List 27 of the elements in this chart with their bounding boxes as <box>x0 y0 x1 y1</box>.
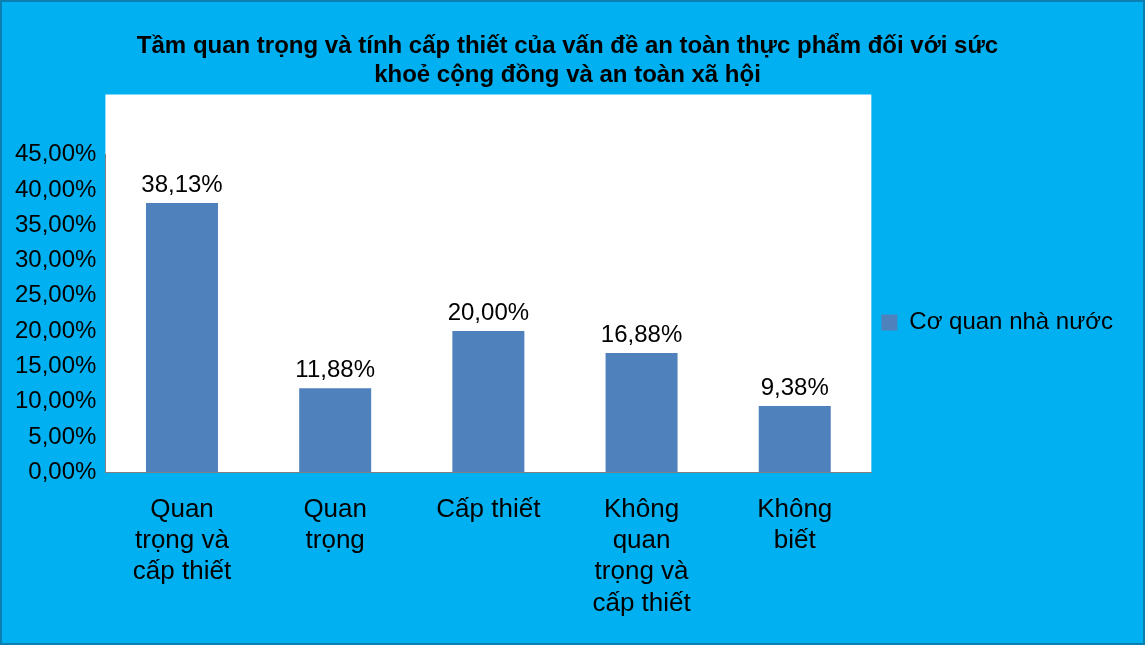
data-label: 9,38% <box>760 372 829 400</box>
x-tick-label: Quan trọng và cấp thiết <box>132 492 232 586</box>
bar <box>452 331 525 473</box>
data-label: 20,00% <box>447 297 530 325</box>
y-tick-label: 10,00% <box>14 386 97 414</box>
bar <box>299 388 372 473</box>
chart-title: Tầm quan trọng và tính cấp thiết của vấn đề an toàn thực phẩm đối với sức khoẻ cộng đồng và an toàn xã hội <box>136 31 999 87</box>
y-tick-label: 45,00% <box>14 139 97 167</box>
x-tick-label: Quan trọng <box>303 492 367 555</box>
x-tick-label: Không biết <box>757 492 833 555</box>
y-tick-label: 25,00% <box>14 280 97 308</box>
data-label: 11,88% <box>295 354 375 382</box>
data-label: 16,88% <box>600 319 683 347</box>
bar <box>605 353 678 473</box>
y-tick-label: 5,00% <box>28 421 97 449</box>
bar <box>145 203 218 473</box>
y-tick-label: 0,00% <box>28 456 97 484</box>
bar <box>758 406 831 473</box>
legend-label: Cơ quan nhà nước <box>909 307 1114 335</box>
y-tick-label: 30,00% <box>14 245 97 273</box>
data-label: 38,13% <box>141 169 223 197</box>
x-tick-label: Không quan trọng và cấp thiết <box>592 492 692 617</box>
y-tick-label: 35,00% <box>14 209 97 237</box>
y-tick-label: 40,00% <box>14 174 97 202</box>
y-tick-label: 20,00% <box>14 315 97 343</box>
x-tick-label: Cấp thiết <box>436 492 542 523</box>
y-tick-label: 15,00% <box>14 350 97 378</box>
